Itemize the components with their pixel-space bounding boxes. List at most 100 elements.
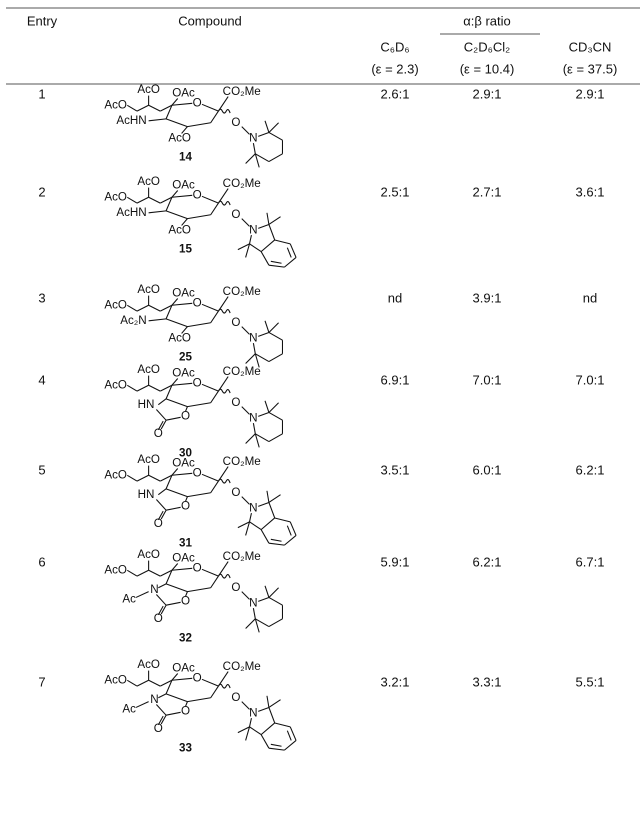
ratio: 2.6:1 xyxy=(381,86,410,101)
bond xyxy=(252,143,256,154)
atom-label: O xyxy=(193,466,202,479)
atom-label: CO₂Me xyxy=(223,660,261,673)
bond xyxy=(289,726,297,741)
entry: 5 xyxy=(38,462,45,477)
bond xyxy=(241,218,250,227)
bond xyxy=(187,697,211,703)
bond xyxy=(160,679,173,687)
bond xyxy=(187,587,211,593)
bond xyxy=(241,126,250,135)
bond xyxy=(171,298,179,306)
bond xyxy=(187,492,211,498)
atom-label: N xyxy=(249,331,257,344)
bond xyxy=(187,402,211,408)
bond xyxy=(148,474,161,482)
header-compound: Compound xyxy=(178,13,242,28)
wavy-bond xyxy=(217,108,231,114)
bond xyxy=(284,535,297,546)
entry: 7 xyxy=(38,674,45,689)
bond xyxy=(160,474,173,482)
bond xyxy=(268,216,281,225)
bond xyxy=(260,529,270,544)
bond xyxy=(241,406,250,415)
bond xyxy=(165,416,181,421)
atom-label: O xyxy=(231,116,240,129)
bond xyxy=(165,318,188,328)
bond xyxy=(171,382,193,386)
bond xyxy=(286,525,292,536)
atom-label: O xyxy=(193,96,202,109)
bond xyxy=(260,734,270,749)
bond xyxy=(237,243,250,251)
bond xyxy=(210,310,219,324)
bond xyxy=(165,398,188,408)
bond xyxy=(268,596,283,606)
solvent: CD₃CN xyxy=(569,39,612,54)
bond xyxy=(148,318,167,322)
compound-number: 14 xyxy=(179,151,192,164)
atom-label: AcO xyxy=(104,673,127,686)
bond xyxy=(255,353,270,363)
bond xyxy=(274,239,291,245)
atom-label: OAc xyxy=(172,552,195,565)
ratio: 2.5:1 xyxy=(381,184,410,199)
atom-label: O xyxy=(231,396,240,409)
atom-label: AcO xyxy=(168,223,191,236)
atom-label: O xyxy=(231,316,240,329)
ratio: 5.9:1 xyxy=(381,554,410,569)
bond xyxy=(160,384,173,392)
bond xyxy=(165,506,181,511)
bond xyxy=(255,618,270,628)
atom-label: OAc xyxy=(172,367,195,380)
atom-label: N xyxy=(249,596,257,609)
bond xyxy=(157,715,164,726)
atom-label: Ac₂N xyxy=(120,314,146,327)
bond xyxy=(127,104,138,112)
bond xyxy=(160,196,173,204)
bond xyxy=(268,502,276,519)
atom-label: O xyxy=(231,208,240,221)
bond xyxy=(249,243,262,253)
bond xyxy=(201,678,219,687)
bond xyxy=(171,378,179,386)
bond xyxy=(258,131,270,137)
bond xyxy=(165,475,173,490)
atom-label: CO₂Me xyxy=(223,455,261,468)
bond xyxy=(171,102,193,106)
entry: 4 xyxy=(38,372,45,387)
bond xyxy=(241,496,250,505)
bond xyxy=(148,210,167,214)
bond xyxy=(165,305,173,320)
ratio: 5.5:1 xyxy=(576,674,605,689)
ratio: 6.0:1 xyxy=(473,462,502,477)
bond xyxy=(155,499,167,511)
bond xyxy=(184,701,188,707)
wavy-bond xyxy=(217,308,231,314)
bond xyxy=(268,153,283,163)
bond xyxy=(157,420,164,431)
bond xyxy=(127,569,138,577)
bond xyxy=(241,701,250,710)
bond xyxy=(184,406,188,412)
bond xyxy=(245,521,251,536)
ratio: 3.2:1 xyxy=(381,674,410,689)
bond xyxy=(268,542,285,546)
bond xyxy=(255,153,270,163)
ratio: nd xyxy=(583,290,597,305)
ratio: 6.7:1 xyxy=(576,554,605,569)
bond xyxy=(171,98,179,106)
bond xyxy=(258,706,270,712)
bond xyxy=(284,257,297,268)
bond xyxy=(254,353,260,368)
bond xyxy=(201,303,219,312)
bond xyxy=(165,488,188,498)
ratio: 3.6:1 xyxy=(576,184,605,199)
bond xyxy=(184,591,188,597)
atom-label: O xyxy=(181,409,190,422)
bond xyxy=(268,411,283,421)
bond xyxy=(210,575,219,589)
bond xyxy=(136,569,149,577)
bond xyxy=(274,517,291,523)
